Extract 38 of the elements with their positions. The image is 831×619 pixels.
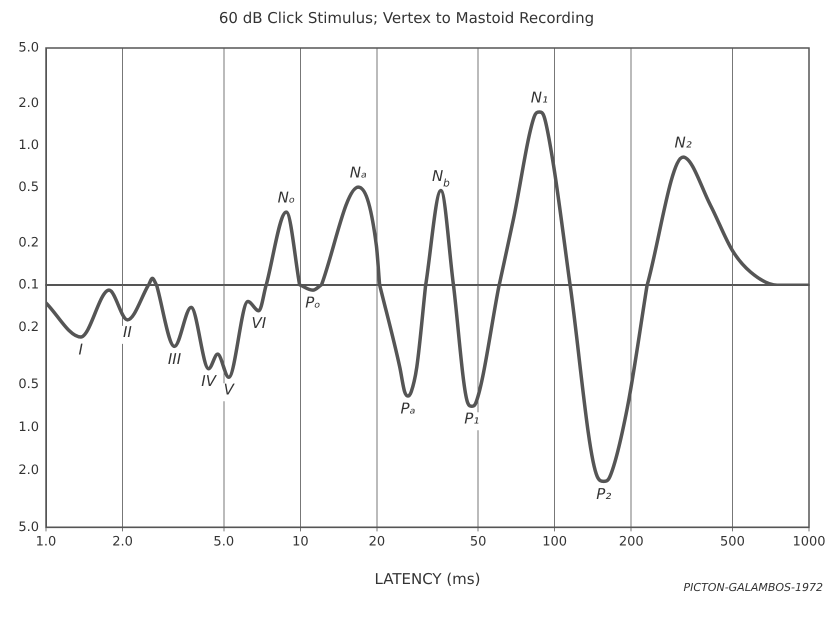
y-tick-label: 0.5: [18, 180, 39, 195]
annotation: P₂: [596, 484, 612, 503]
y-tick-label: 0.1: [18, 278, 39, 293]
annotation: Nₒ: [278, 188, 296, 206]
y-tick-label: 0.5: [18, 376, 39, 392]
annotation: II: [123, 323, 132, 342]
annotation: N₂: [674, 133, 692, 152]
annotation: V: [224, 380, 236, 399]
y-tick-label: 2.0: [18, 96, 39, 111]
x-tick-label: 5.0: [213, 534, 234, 550]
annotation: VI: [252, 314, 267, 332]
x-tick-label: 20: [368, 534, 386, 550]
annotation: Nₐ: [350, 164, 367, 182]
annotation: I: [78, 340, 84, 358]
x-tick-label: 200: [618, 534, 644, 550]
chart-title: 60 dB Click Stimulus; Vertex to Mastoid Recording: [218, 8, 594, 27]
x-axis-title: LATENCY (ms): [374, 570, 480, 588]
annotation: P₁: [464, 410, 480, 428]
y-tick-label: 5.0: [18, 520, 39, 535]
x-tick-label: 50: [470, 534, 486, 550]
x-tick-label: 2.0: [112, 534, 133, 550]
x-tick-label: 10: [292, 534, 309, 550]
y-tick-label: 0.2: [18, 236, 39, 251]
x-tick-label: 1000: [792, 534, 826, 550]
y-tick-label: 1.0: [18, 138, 39, 153]
x-tick-label: 1.0: [36, 534, 56, 550]
annotation: Pₐ: [400, 399, 416, 418]
annotation: IV: [201, 372, 218, 390]
annotation: III: [168, 350, 182, 368]
annotation: N₁: [530, 88, 548, 106]
annotation: Pₒ: [305, 294, 320, 312]
text: PICTON-GALAMBOS-1972: [684, 581, 824, 594]
x-tick-label: 500: [720, 534, 745, 550]
y-tick-label: 2.0: [18, 462, 39, 478]
y-tick-label: 5.0: [18, 40, 39, 56]
y-tick-label: 1.0: [18, 420, 39, 435]
x-tick-label: 100: [542, 534, 568, 550]
y-tick-label: 0.2: [18, 320, 39, 336]
